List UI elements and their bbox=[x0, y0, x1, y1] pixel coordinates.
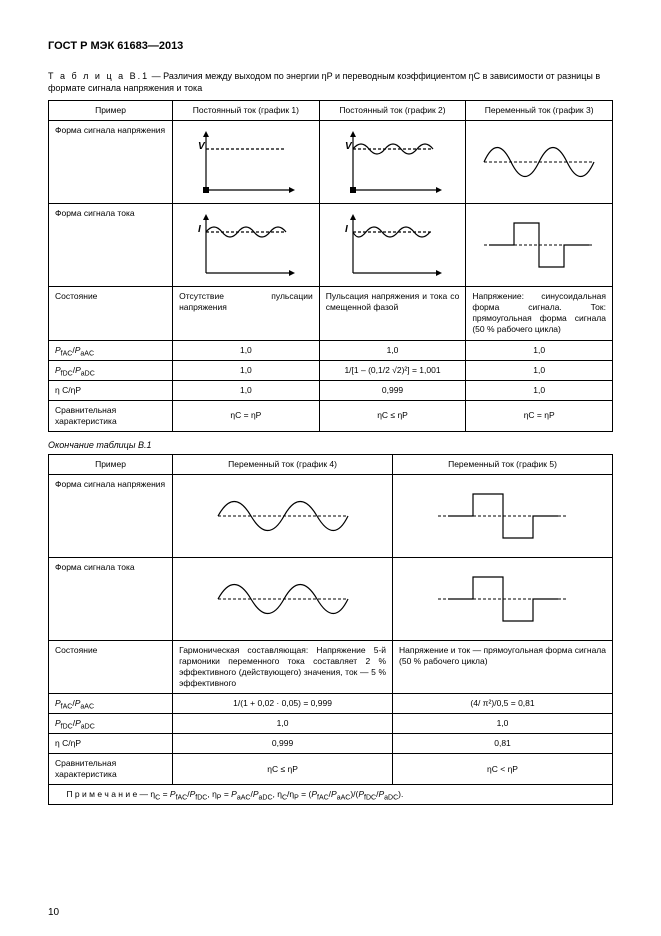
eta5: 0,81 bbox=[393, 734, 613, 754]
comp4: ηC ≤ ηP bbox=[173, 754, 393, 785]
row-comp-label: Сравнительная характеристика bbox=[49, 400, 173, 431]
table-row: Сравнительная характеристика ηC ≤ ηP ηC … bbox=[49, 754, 613, 785]
state4: Гармоническая составляющая: Напряжение 5… bbox=[173, 640, 393, 693]
row-pfdc-label: PfDC/PaDC bbox=[49, 360, 173, 380]
wave-i2: I bbox=[319, 204, 466, 287]
table-caption: Т а б л и ц а В.1 — Различия между выход… bbox=[48, 70, 613, 94]
pfac5: (4/ π²)/0,5 = 0,81 bbox=[393, 693, 613, 713]
pfac2: 1,0 bbox=[319, 340, 466, 360]
table-row: PfAC/PaAC 1,0 1,0 1,0 bbox=[49, 340, 613, 360]
continuation-caption: Окончание таблицы В.1 bbox=[48, 440, 613, 450]
table-row: Состояние Отсутствие пульсации напряжени… bbox=[49, 287, 613, 340]
row2-voltage-label: Форма сигнала напряжения bbox=[49, 474, 173, 557]
pfac1: 1,0 bbox=[173, 340, 320, 360]
table-row: PfAC/PaAC 1/(1 + 0,02 · 0,05) = 0,999 (4… bbox=[49, 693, 613, 713]
pfdc5: 1,0 bbox=[393, 714, 613, 734]
wave2-v4 bbox=[173, 474, 393, 557]
pfdc2: 1/[1 – (0,1/2 √2)²] = 1,001 bbox=[319, 360, 466, 380]
wave2-i4 bbox=[173, 557, 393, 640]
table-row: Состояние Гармоническая составляющая: На… bbox=[49, 640, 613, 693]
row2-comp-label: Сравнительная характеристика bbox=[49, 754, 173, 785]
th2-col1: Переменный ток (график 4) bbox=[173, 454, 393, 474]
table-row: Пример Постоянный ток (график 1) Постоян… bbox=[49, 101, 613, 121]
table-row: PfDC/PaDC 1,0 1/[1 – (0,1/2 √2)²] = 1,00… bbox=[49, 360, 613, 380]
table-1: Пример Постоянный ток (график 1) Постоян… bbox=[48, 100, 613, 431]
eta4: 0,999 bbox=[173, 734, 393, 754]
svg-text:V: V bbox=[345, 141, 353, 152]
table-2: Пример Переменный ток (график 4) Перемен… bbox=[48, 454, 613, 806]
svg-text:V: V bbox=[198, 141, 206, 152]
comp3: ηC = ηP bbox=[466, 400, 613, 431]
table-row: η C/ηP 0,999 0,81 bbox=[49, 734, 613, 754]
state1: Отсутствие пульсации напряжения bbox=[173, 287, 320, 340]
comp2: ηC ≤ ηP bbox=[319, 400, 466, 431]
table-row: PfDC/PaDC 1,0 1,0 bbox=[49, 714, 613, 734]
svg-text:I: I bbox=[198, 224, 201, 235]
wave-v1: V bbox=[173, 121, 320, 204]
doc-header: ГОСТ Р МЭК 61683—2013 bbox=[48, 40, 613, 52]
th2-example: Пример bbox=[49, 454, 173, 474]
note: П р и м е ч а н и е — ηC = PfAC/PfDC, ηP… bbox=[49, 785, 613, 805]
svg-text:I: I bbox=[345, 224, 348, 235]
table-row: П р и м е ч а н и е — ηC = PfAC/PfDC, ηP… bbox=[49, 785, 613, 805]
row2-pfdc-label: PfDC/PaDC bbox=[49, 714, 173, 734]
wave-i1: I bbox=[173, 204, 320, 287]
pfac3: 1,0 bbox=[466, 340, 613, 360]
row2-state-label: Состояние bbox=[49, 640, 173, 693]
wave2-v5 bbox=[393, 474, 613, 557]
state5: Напряжение и ток — прямоугольная форма с… bbox=[393, 640, 613, 693]
th-col3: Переменный ток (график 3) bbox=[466, 101, 613, 121]
state2: Пульсация напряжения и тока со смещенной… bbox=[319, 287, 466, 340]
th-col1: Постоянный ток (график 1) bbox=[173, 101, 320, 121]
wave-v2: V bbox=[319, 121, 466, 204]
pfdc3: 1,0 bbox=[466, 360, 613, 380]
caption-prefix: Т а б л и ц а В.1 bbox=[48, 71, 149, 81]
table-row: Сравнительная характеристика ηC = ηP ηC … bbox=[49, 400, 613, 431]
wave-i3 bbox=[466, 204, 613, 287]
wave2-i5 bbox=[393, 557, 613, 640]
table-row: Форма сигнала напряжения V bbox=[49, 121, 613, 204]
table-row: η C/ηP 1,0 0,999 1,0 bbox=[49, 380, 613, 400]
eta3: 1,0 bbox=[466, 380, 613, 400]
row-state-label: Состояние bbox=[49, 287, 173, 340]
pfac4: 1/(1 + 0,02 · 0,05) = 0,999 bbox=[173, 693, 393, 713]
comp5: ηC < ηP bbox=[393, 754, 613, 785]
row2-eta-label: η C/ηP bbox=[49, 734, 173, 754]
table-row: Форма сигнала напряжения bbox=[49, 474, 613, 557]
pfdc1: 1,0 bbox=[173, 360, 320, 380]
row2-pfac-label: PfAC/PaAC bbox=[49, 693, 173, 713]
th-example: Пример bbox=[49, 101, 173, 121]
page-number: 10 bbox=[48, 907, 59, 918]
th-col2: Постоянный ток (график 2) bbox=[319, 101, 466, 121]
table-row: Форма сигнала тока bbox=[49, 557, 613, 640]
row2-current-label: Форма сигнала тока bbox=[49, 557, 173, 640]
row-eta-label: η C/ηP bbox=[49, 380, 173, 400]
table-row: Пример Переменный ток (график 4) Перемен… bbox=[49, 454, 613, 474]
row-current-label: Форма сигнала тока bbox=[49, 204, 173, 287]
row-voltage-label: Форма сигнала напряжения bbox=[49, 121, 173, 204]
wave-v3 bbox=[466, 121, 613, 204]
state3: Напряжение: синусоидальная форма сигнала… bbox=[466, 287, 613, 340]
th2-col2: Переменный ток (график 5) bbox=[393, 454, 613, 474]
row-pfac-label: PfAC/PaAC bbox=[49, 340, 173, 360]
comp1: ηC = ηP bbox=[173, 400, 320, 431]
pfdc4: 1,0 bbox=[173, 714, 393, 734]
table-row: Форма сигнала тока I I bbox=[49, 204, 613, 287]
eta1: 1,0 bbox=[173, 380, 320, 400]
eta2: 0,999 bbox=[319, 380, 466, 400]
